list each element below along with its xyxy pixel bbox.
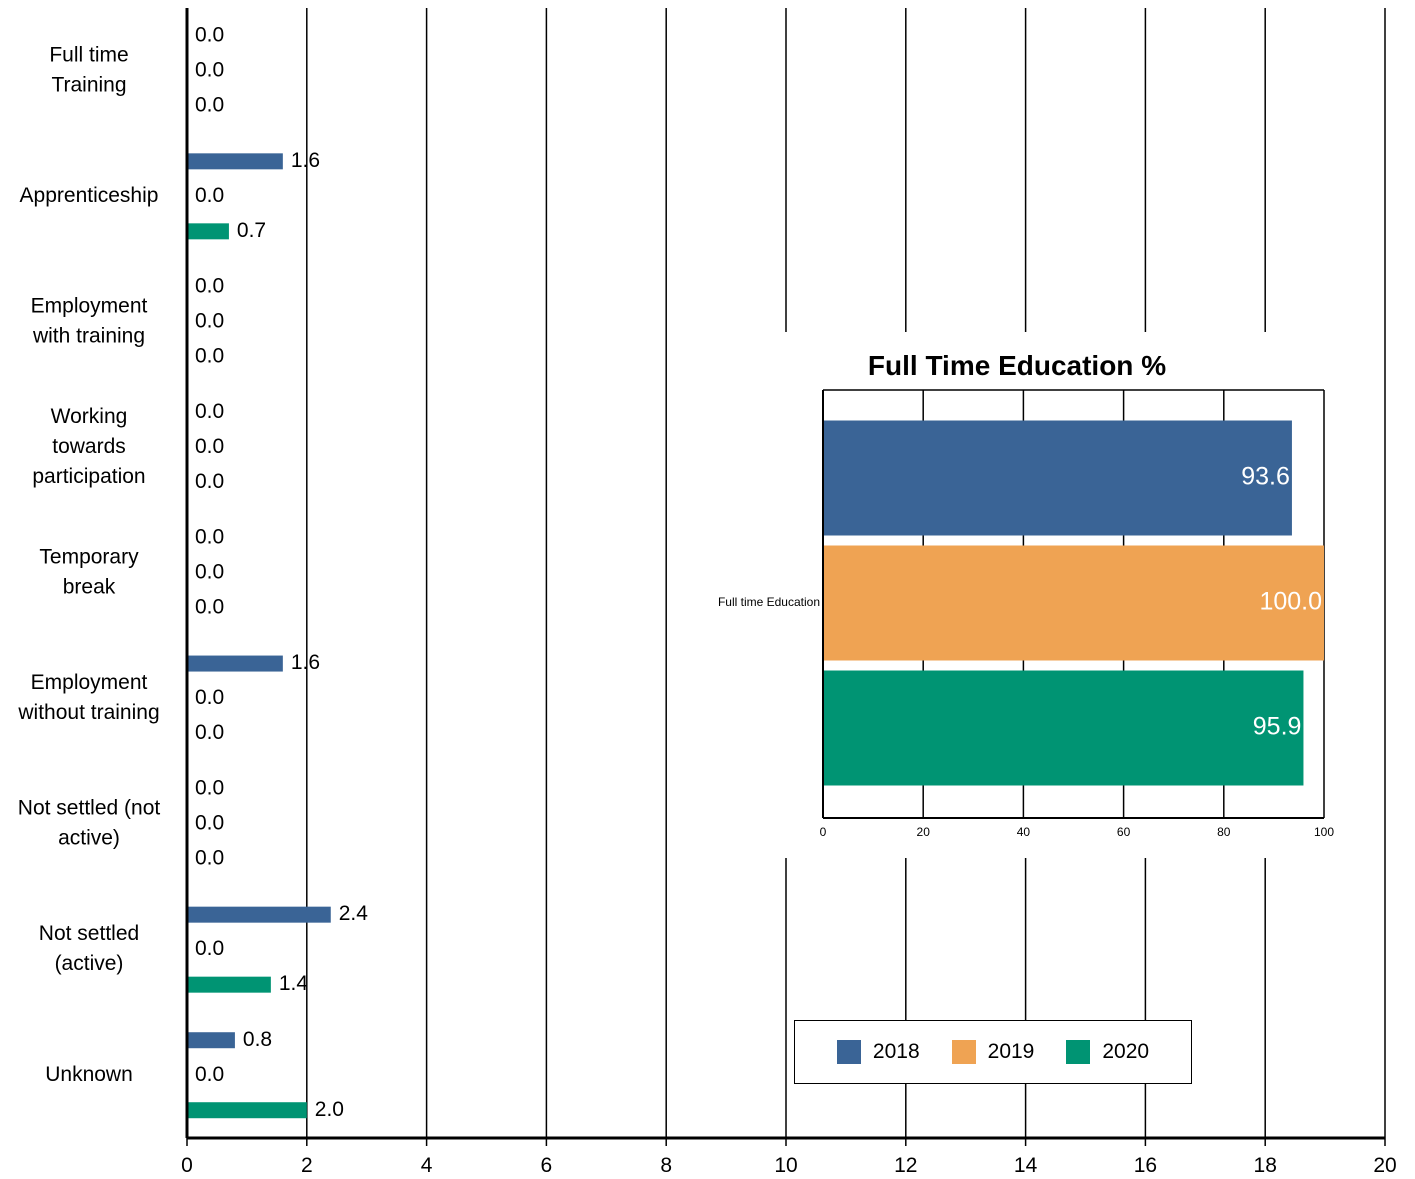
main-x-tick-label-16: 16 [1134,1154,1157,1177]
main-value-label-2020-3: 0.0 [195,344,224,367]
category-label-6-line-2: without training [17,701,159,724]
legend-item-2020: 2020 [1066,1040,1149,1064]
main-x-tick-label-10: 10 [774,1154,797,1177]
inset-x-tick-label-60: 60 [1117,825,1131,839]
main-value-label-2018-2: 1.6 [291,149,320,172]
category-label-1-line-2: Training [51,73,126,96]
main-x-tick-label-6: 6 [541,1154,553,1177]
main-value-label-2020-4: 0.0 [195,470,224,493]
main-bar-2020-2 [187,223,229,240]
main-x-tick-label-20: 20 [1373,1154,1396,1177]
inset-bar-2018 [823,420,1292,536]
inset-axes [822,390,1324,819]
legend-swatch-2019 [951,1040,976,1064]
category-label-4-line-2: towards [52,435,126,458]
main-value-label-2020-8: 1.4 [279,972,309,995]
main-axes [185,8,1385,1140]
legend-label-2019: 2019 [987,1040,1035,1063]
main-value-label-2020-6: 0.0 [195,721,224,744]
main-value-label-2018-9: 0.8 [243,1028,272,1051]
legend-item-2019: 2019 [951,1040,1035,1064]
inset-x-tick-label-0: 0 [820,825,827,839]
inset-x-tick-label-40: 40 [1017,825,1031,839]
inset-bars [823,420,1324,786]
main-bar-2020-9 [187,1102,307,1119]
inset-x-tick-labels: 0 20 40 60 80 100 [820,825,1335,839]
main-x-tick-labels: 0 2 4 6 8 10 12 14 16 18 20 [181,1138,1397,1177]
main-category-labels: Full time Training Apprenticeship Employmen… [17,43,160,1085]
main-value-label-2019-2: 0.0 [195,184,224,207]
main-bar-2018-2 [187,153,283,170]
main-value-label-2019-9: 0.0 [195,1063,224,1086]
category-label-9-line-1: Unknown [45,1063,133,1086]
main-x-tick-label-0: 0 [181,1154,193,1177]
legend-label-2020: 2020 [1102,1040,1150,1063]
category-label-5-line-2: break [63,576,116,599]
full-time-education-inset-chart: Full Time Education % 93.6 100.0 95.9 Full … [678,332,1353,858]
category-label-3-line-1: Employment [31,294,148,317]
inset-bar-2020 [823,670,1304,786]
main-bar-2018-9 [187,1032,235,1049]
main-value-label-2020-1: 0.0 [195,93,224,116]
inset-value-label-2020: 95.9 [1253,713,1302,741]
main-value-label-2019-4: 0.0 [195,435,224,458]
main-value-label-2019-7: 0.0 [195,812,224,835]
main-value-label-2020-9: 2.0 [315,1098,344,1121]
main-x-tick-label-14: 14 [1014,1154,1038,1177]
main-value-label-2019-6: 0.0 [195,686,224,709]
main-value-label-2018-1: 0.0 [195,23,224,46]
category-label-4-line-3: participation [32,465,145,488]
category-label-1-line-1: Full time [49,43,128,66]
main-x-tick-label-2: 2 [301,1154,313,1177]
main-x-tick-label-12: 12 [894,1154,917,1177]
inset-chart-title: Full Time Education % [868,350,1166,381]
inset-category-label: Full time Education [718,595,820,609]
category-label-7-line-2: active) [58,827,120,850]
legend-label-2018: 2018 [872,1040,920,1063]
category-label-5-line-1: Temporary [39,546,139,569]
inset-value-label-2019: 100.0 [1259,588,1322,616]
main-value-label-2018-8: 2.4 [339,902,369,925]
legend: 2018 2019 2020 [794,1020,1192,1084]
main-value-label-2020-2: 0.7 [237,219,266,242]
main-x-tick-label-4: 4 [421,1154,433,1177]
main-value-label-2018-5: 0.0 [195,526,224,549]
main-value-label-2018-4: 0.0 [195,400,224,423]
main-value-label-2018-6: 1.6 [291,651,320,674]
legend-swatch-2018 [836,1040,861,1064]
category-label-4-line-1: Working [51,405,128,428]
main-value-label-2018-7: 0.0 [195,777,224,800]
main-value-label-2020-5: 0.0 [195,596,224,619]
main-bars [187,153,331,1119]
category-label-6-line-1: Employment [31,671,148,694]
inset-x-tick-label-80: 80 [1217,825,1231,839]
category-label-2-line-1: Apprenticeship [20,184,159,207]
main-value-label-2019-8: 0.0 [195,937,224,960]
inset-value-labels: 93.6 100.0 95.9 Full time Education [718,463,1322,741]
main-value-label-2019-1: 0.0 [195,58,224,81]
main-value-label-2020-7: 0.0 [195,847,224,870]
main-value-label-2018-3: 0.0 [195,274,224,297]
category-label-8-line-1: Not settled [39,922,139,945]
main-value-label-2019-3: 0.0 [195,309,224,332]
inset-value-label-2018: 93.6 [1241,463,1290,491]
main-bar-2018-8 [187,906,331,923]
category-label-3-line-2: with training [32,324,145,347]
inset-x-tick-label-20: 20 [917,825,931,839]
main-bar-2018-6 [187,655,283,672]
main-x-tick-label-18: 18 [1254,1154,1277,1177]
inset-bar-2019 [823,545,1324,661]
legend-item-2018: 2018 [836,1040,920,1064]
main-bar-2020-8 [187,976,271,993]
main-value-labels: 0.0 0.0 0.0 1.6 0.0 0.7 0.0 0.0 0.0 0.0 0.0 0.0 0.0 0… [195,23,368,1120]
category-label-8-line-2: (active) [55,952,124,975]
category-label-7-line-1: Not settled (not [18,797,161,820]
legend-swatch-2020 [1066,1040,1091,1064]
inset-x-tick-label-100: 100 [1314,825,1334,839]
main-value-label-2019-5: 0.0 [195,561,224,584]
main-x-tick-label-8: 8 [660,1154,672,1177]
